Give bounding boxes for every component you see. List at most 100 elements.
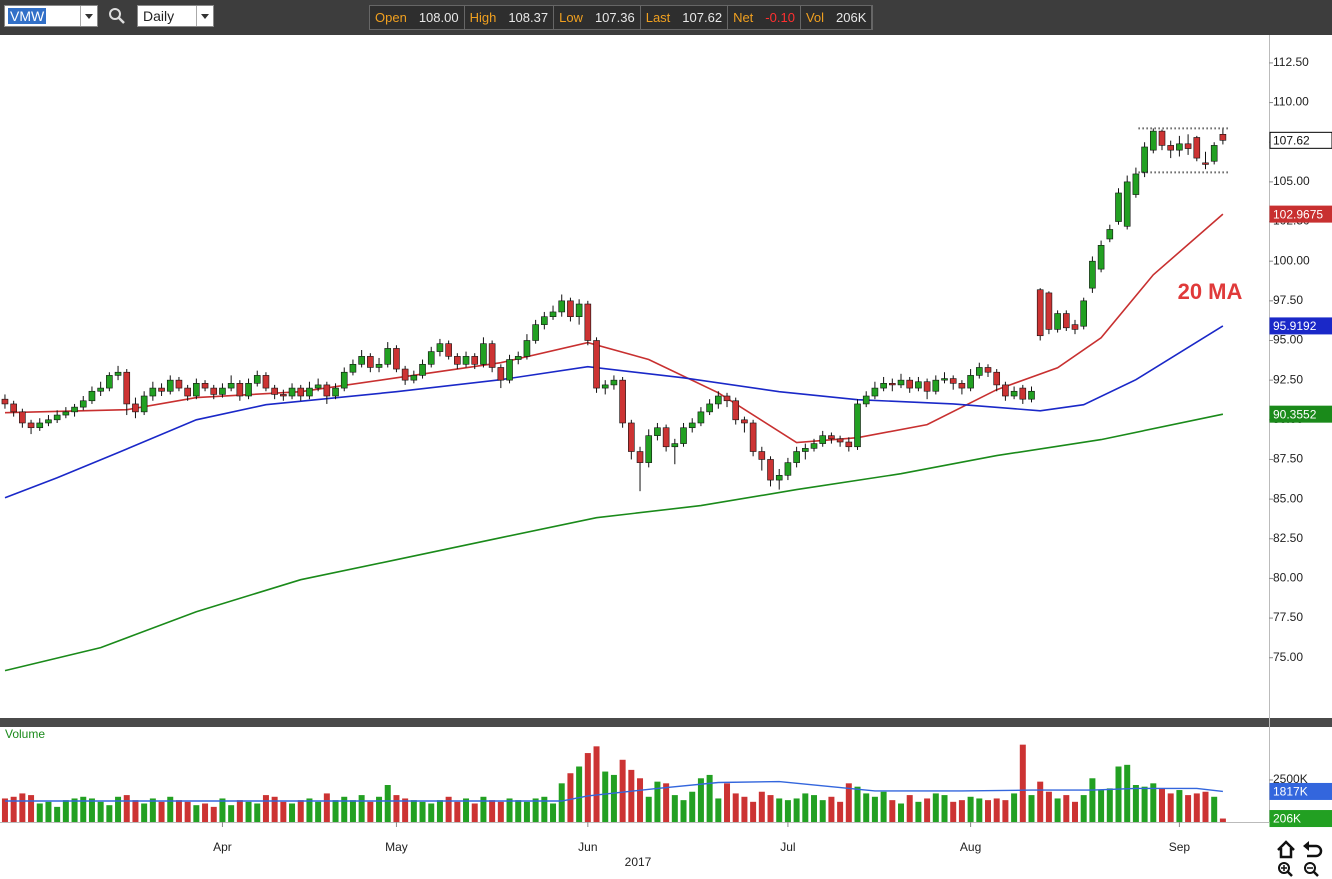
quote-field: Open 108.00 <box>370 6 465 29</box>
volume-bar <box>1019 744 1026 822</box>
volume-last-label: 206K <box>1273 812 1301 826</box>
volume-bar <box>228 805 235 822</box>
volume-bar <box>958 800 965 822</box>
zoom-out-icon[interactable] <box>1304 862 1319 877</box>
volume-bar <box>1002 800 1009 822</box>
ma-value-label: 95.9192 <box>1273 319 1317 333</box>
interval-select[interactable]: Daily <box>137 5 214 27</box>
candle-body <box>1054 313 1061 330</box>
volume-bar <box>837 801 844 822</box>
volume-bar <box>550 803 557 822</box>
panel-separator <box>0 718 1332 727</box>
candle-body <box>471 356 479 365</box>
candle-body <box>1019 387 1027 400</box>
candle-body <box>541 316 548 325</box>
volume-bar <box>602 771 609 822</box>
volume-bar <box>62 800 69 822</box>
volume-bar <box>689 791 696 822</box>
candle-body <box>793 451 800 463</box>
candle-body <box>932 379 940 392</box>
volume-bar <box>828 796 835 822</box>
y-tick-label: 80.00 <box>1273 571 1303 585</box>
candle-body <box>36 422 44 429</box>
candle-body <box>184 387 191 397</box>
candle-body <box>314 384 322 389</box>
candle-body <box>19 411 26 424</box>
volume-bar <box>349 800 356 822</box>
volume-bar <box>410 800 417 822</box>
volume-bar <box>819 800 826 822</box>
candle-body <box>45 419 52 424</box>
volume-bar <box>741 796 748 822</box>
quote-value: 107.36 <box>594 10 635 25</box>
dropdown-arrow[interactable] <box>196 6 213 26</box>
volume-bar <box>471 803 478 822</box>
volume-bar <box>697 778 704 822</box>
candle-body <box>201 383 209 389</box>
volume-bar <box>880 791 887 822</box>
quote-value: -0.10 <box>765 10 795 25</box>
candle-body <box>1132 173 1140 195</box>
quote-field: High 108.37 <box>465 6 555 29</box>
volume-bar <box>1063 795 1070 822</box>
candle-body <box>1219 133 1227 141</box>
candle-body <box>384 348 392 365</box>
candle-body <box>1063 313 1070 329</box>
last-price-label-box <box>1269 131 1332 149</box>
volume-bar <box>784 800 791 822</box>
dropdown-arrow[interactable] <box>80 6 97 26</box>
moving-average <box>4 413 1224 672</box>
candle-body <box>584 303 592 341</box>
candle-body <box>1210 145 1218 162</box>
ma-value-label: 102.9675 <box>1273 207 1323 221</box>
candle-body <box>915 381 922 389</box>
symbol-input[interactable]: VMW <box>4 5 98 27</box>
candle-body <box>79 400 87 408</box>
undo-icon[interactable] <box>1303 841 1323 858</box>
candle-body <box>132 403 139 413</box>
home-icon[interactable] <box>1277 840 1295 859</box>
volume-average <box>5 780 1223 802</box>
candle-body <box>941 378 948 381</box>
candle-body <box>610 379 618 386</box>
y-tick-label: 105.00 <box>1273 174 1310 188</box>
candle-body <box>506 359 513 381</box>
candle-body <box>175 379 183 389</box>
quote-value: 108.37 <box>508 10 549 25</box>
quote-value: 206K <box>836 10 867 25</box>
volume-bar <box>436 800 443 822</box>
x-tick-label: Aug <box>960 840 981 854</box>
zoom-in-icon[interactable] <box>1278 862 1293 877</box>
volume-bar <box>523 801 530 822</box>
volume-average-label: 1817K <box>1273 785 1308 799</box>
y-tick-label: 110.00 <box>1273 95 1309 109</box>
volume-bar <box>610 774 617 822</box>
volume-bar <box>115 796 122 822</box>
candle-body <box>210 387 218 395</box>
search-icon[interactable] <box>108 7 126 25</box>
candle-body <box>549 311 557 318</box>
volume-bar <box>671 795 678 822</box>
volume-bar <box>1219 818 1226 822</box>
volume-bar <box>445 796 452 822</box>
candle-body <box>1184 143 1192 149</box>
candle-body <box>784 462 792 476</box>
volume-bar <box>515 800 522 822</box>
volume-bar <box>1202 791 1209 822</box>
candle-body <box>654 427 661 436</box>
volume-bar <box>576 766 583 822</box>
candle-body <box>62 411 70 416</box>
volume-bar <box>367 801 374 822</box>
volume-bar <box>811 795 818 822</box>
volume-bar <box>254 803 261 822</box>
volume-bar <box>1150 783 1157 822</box>
volume-bar <box>54 806 61 822</box>
volume-bar <box>280 801 287 822</box>
last-price-label: 107.62 <box>1273 133 1310 147</box>
candle-body <box>427 351 435 365</box>
candle-body <box>280 394 287 397</box>
volume-bar <box>567 773 574 822</box>
quote-label: Open <box>375 10 407 25</box>
x-tick-label: Jul <box>780 840 795 854</box>
candle-body <box>662 427 670 448</box>
